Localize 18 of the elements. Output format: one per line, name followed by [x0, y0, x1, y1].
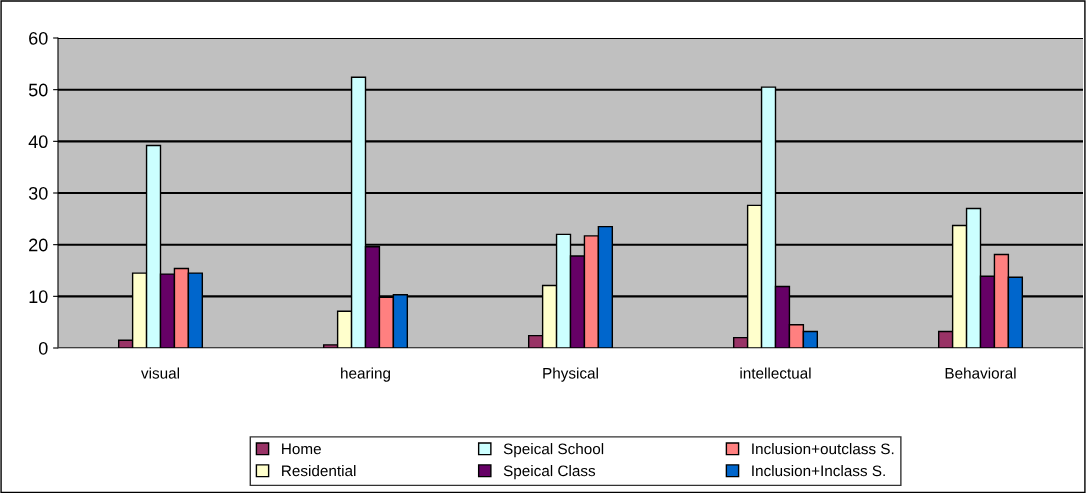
y-tick-label: 0	[38, 341, 48, 355]
legend-label: Speical School	[503, 443, 604, 458]
y-tick-label: 20	[29, 238, 48, 252]
x-tick-label: hearing	[341, 367, 390, 382]
legend-label: Inclusion+outclass S.	[752, 443, 894, 455]
y-tick-label: 40	[28, 135, 48, 149]
y-tick-label: 50	[28, 83, 48, 97]
legend-label: Residential	[282, 465, 356, 477]
x-tick-label: intellectual	[740, 367, 811, 379]
x-tick-label: Physical	[543, 367, 598, 382]
y-tick-label: 10	[29, 290, 48, 304]
x-tick-label: visual	[141, 367, 180, 379]
legend-label: Speical Class	[503, 465, 596, 480]
y-tick-label: 60	[29, 31, 48, 45]
legend-label: Home	[282, 443, 321, 455]
x-tick-label: Behavioral	[945, 367, 1016, 379]
y-tick-label: 30	[28, 186, 48, 200]
legend-label: Inclusion+Inclass S.	[752, 465, 885, 477]
